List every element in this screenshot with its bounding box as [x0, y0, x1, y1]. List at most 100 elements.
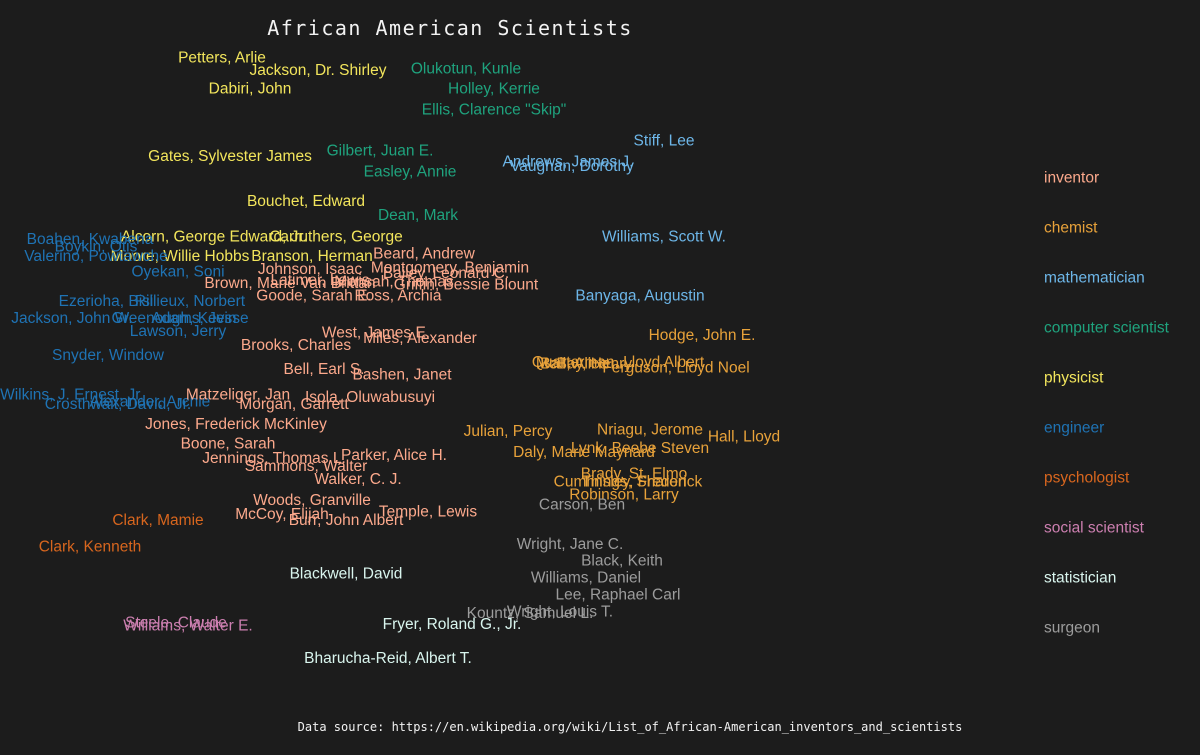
point-label: Bell, Earl S. — [284, 361, 365, 378]
point-label: Tinsley, Frederick — [582, 474, 703, 491]
legend-item-inventor: inventor — [1044, 170, 1099, 187]
point-label: Dabiri, John — [209, 80, 292, 97]
point-label: Lynk, Beebe Steven — [571, 440, 709, 457]
point-label: Holley, Kerrie — [448, 80, 540, 97]
point-label: Wilkins, J. Ernest, Jr. — [0, 386, 144, 403]
point-label: Williams, Walter E. — [123, 618, 252, 635]
point-label: Stiff, Lee — [634, 133, 695, 150]
point-label: Dean, Mark — [378, 207, 458, 224]
point-label: Morgan, Garrett — [239, 396, 349, 413]
point-label: Woods, Granville — [253, 492, 371, 509]
point-label: Ferguson, Lloyd Noel — [602, 360, 749, 377]
point-label: Gates, Sylvester James — [148, 148, 312, 165]
point-label: Branson, Herman — [251, 248, 372, 265]
chart-caption: Data source: https://en.wikipedia.org/wi… — [298, 720, 963, 734]
point-label: Lawson, Jerry — [130, 323, 227, 340]
point-label: Lee, Raphael Carl — [556, 587, 681, 604]
point-label: Alexander, Archie — [90, 393, 211, 410]
point-label: Petters, Arlie — [178, 49, 266, 66]
point-label: Alcorn, George Edward, Jr. — [121, 228, 307, 245]
legend-item-computer-scientist: computer scientist — [1044, 320, 1170, 337]
point-label: Banyaga, Augustin — [575, 288, 704, 305]
point-label: Oyekan, Soni — [131, 264, 224, 281]
point-label: Temple, Lewis — [379, 503, 477, 520]
point-label: Brown, Marie Van Brittan — [204, 275, 375, 292]
point-label: Jackson, Dr. Shirley — [250, 62, 387, 79]
point-label: Ellis, Clarence "Skip" — [422, 102, 567, 119]
point-label: Brady, St. Elmo — [581, 465, 688, 482]
point-label: McCoy, Elijah — [235, 506, 329, 523]
point-label: Blackwell, David — [290, 565, 403, 582]
point-label: Montgomery, Benjamin — [371, 259, 529, 276]
point-label: Carson, Ben — [539, 496, 625, 513]
chart-title: African American Scientists — [267, 16, 633, 40]
point-label: Ezerioha, Bisi — [59, 293, 154, 310]
point-label: Latimer, Lewis — [270, 272, 369, 289]
point-label: Carruthers, George — [269, 228, 403, 245]
point-label: Black, Keith — [581, 553, 663, 570]
point-label: Fryer, Roland G., Jr. — [383, 616, 522, 633]
legend: inventor chemist mathematician computer sci… — [1044, 170, 1170, 637]
point-label: Jackson, John W. — [11, 310, 132, 327]
point-label: Hall, Lloyd — [708, 429, 780, 446]
point-label: Vaughan, Dorothy — [510, 158, 634, 175]
point-label: Parker, Alice H. — [341, 447, 447, 464]
point-label: Isola, Oluwabusuyi — [305, 389, 435, 406]
point-label: Wright, Louis T. — [507, 603, 613, 620]
legend-item-social-scientist: social scientist — [1044, 520, 1145, 537]
point-label: Sammons, Walter — [245, 458, 368, 475]
legend-item-engineer: engineer — [1044, 420, 1104, 437]
point-label: Bashen, Janet — [352, 367, 452, 384]
point-label: Griffin, Bessie Blount — [394, 276, 539, 293]
point-label: Julian, Percy — [464, 423, 553, 440]
point-label: Wright, Jane C. — [517, 536, 624, 553]
point-label: Clark, Mamie — [112, 512, 203, 529]
point-label: Jennings, Thomas L. — [202, 450, 346, 467]
point-label: Walker, C. J. — [314, 471, 401, 488]
point-label: Quarterman, Lloyd Albert — [532, 354, 705, 371]
point-label: Easley, Annie — [364, 164, 457, 181]
point-label: Williams, Daniel — [531, 570, 641, 587]
point-label: Boykin, Otis — [55, 238, 138, 255]
point-label: Ross, Archia — [354, 288, 441, 305]
point-label: Goode, Sarah E. — [256, 288, 371, 305]
point-label: Gilbert, Juan E. — [327, 142, 434, 159]
point-label: Miles, Alexander — [363, 330, 477, 347]
legend-item-statistician: statistician — [1044, 570, 1116, 587]
point-label: Cummings, Sharon — [554, 474, 687, 491]
point-label: Burr, John Albert — [289, 512, 404, 529]
point-label: Olukotun, Kunle — [411, 61, 521, 78]
point-label: Valerino, Powtawche — [24, 248, 168, 265]
point-label: Adams, Jesse — [151, 310, 248, 327]
legend-item-surgeon: surgeon — [1044, 620, 1100, 637]
point-label: Crosthwait, David, Jr. — [45, 396, 191, 413]
point-label: Hodge, John E. — [649, 327, 756, 344]
point-label: Jones, Frederick McKinley — [145, 416, 327, 433]
point-label: Nriagu, Jerome — [597, 422, 703, 439]
point-label: Clark, Kenneth — [39, 539, 142, 556]
point-label: Kountz, Samuel L. — [467, 605, 594, 622]
point-label: Williams, Scott W. — [602, 228, 726, 245]
point-label: Brooks, Charles — [241, 337, 352, 354]
point-label: Steele, Claude — [125, 615, 227, 632]
point-label: Snyder, Window — [52, 347, 165, 364]
point-label: West, James E. — [322, 324, 430, 341]
legend-item-mathematician: mathematician — [1044, 270, 1145, 287]
point-label: Matzeliger, Jan — [186, 386, 290, 403]
legend-item-chemist: chemist — [1044, 220, 1098, 237]
legend-item-physicist: physicist — [1044, 370, 1104, 387]
point-label: Bailey, Leonard C. — [383, 265, 509, 282]
point-label: Daly, Marie Maynard — [513, 444, 655, 461]
point-label: Johnson, Isaac — [258, 261, 363, 278]
point-label: Moore, Willie Hobbs — [111, 248, 250, 265]
point-label: Mensah, Thomas — [334, 274, 454, 291]
point-label: Rillieux, Norbert — [135, 293, 246, 310]
point-label: Boone, Sarah — [181, 436, 276, 453]
point-label: Greenough, Kevin — [112, 310, 237, 327]
point-label: Andrews, James J. — [503, 154, 634, 171]
legend-item-psychologist: psychologist — [1044, 470, 1130, 487]
point-label: Beard, Andrew — [373, 245, 475, 262]
point-label: McBay, Henry — [536, 355, 632, 372]
